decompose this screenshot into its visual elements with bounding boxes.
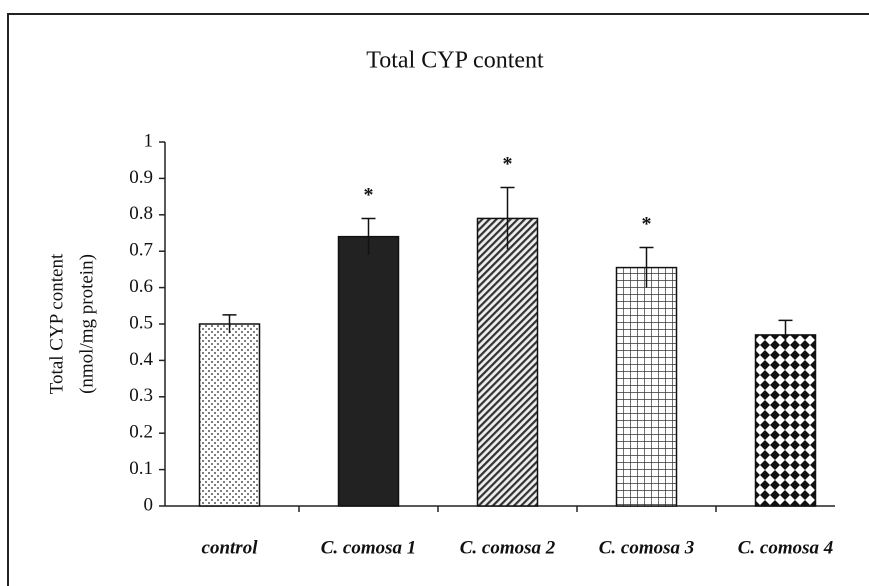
x-tick-label: C. comosa 1: [321, 537, 417, 558]
significance-label: *: [364, 184, 374, 206]
bar: [337, 235, 400, 507]
error-bar: [500, 186, 515, 250]
error-bar: [639, 246, 654, 288]
x-tick-label: C. comosa 2: [460, 537, 556, 558]
y-axis-label: (nmol/mg protein): [76, 254, 97, 394]
y-tick-label: 0.1: [129, 458, 153, 479]
y-tick-label: 0.2: [129, 422, 153, 443]
y-tick-label: 0.3: [129, 385, 153, 406]
y-tick-label: 0.7: [129, 240, 153, 261]
error-bar: [778, 319, 793, 350]
y-axis-label: Total CYP content: [46, 253, 67, 394]
y-tick-label: 0: [144, 494, 154, 515]
bar: [198, 323, 261, 507]
bar: [615, 266, 678, 507]
x-tick-label: C. comosa 3: [599, 537, 695, 558]
significance-label: *: [642, 213, 652, 235]
y-tick-label: 0.8: [129, 203, 153, 224]
error-bar: [361, 217, 376, 255]
significance-label: *: [503, 153, 513, 175]
bar: [754, 334, 817, 507]
y-tick-label: 0.4: [129, 349, 153, 370]
frame: [7, 13, 869, 586]
x-tick-label: C. comosa 4: [738, 537, 834, 558]
y-tick-label: 0.9: [129, 167, 153, 188]
bar: [476, 217, 539, 507]
error-bar: [222, 314, 237, 334]
y-tick-label: 1: [144, 130, 154, 151]
y-tick-label: 0.6: [129, 276, 153, 297]
x-tick-label: control: [202, 537, 259, 558]
chart-title: Total CYP content: [366, 48, 544, 74]
y-tick-label: 0.5: [129, 312, 153, 333]
